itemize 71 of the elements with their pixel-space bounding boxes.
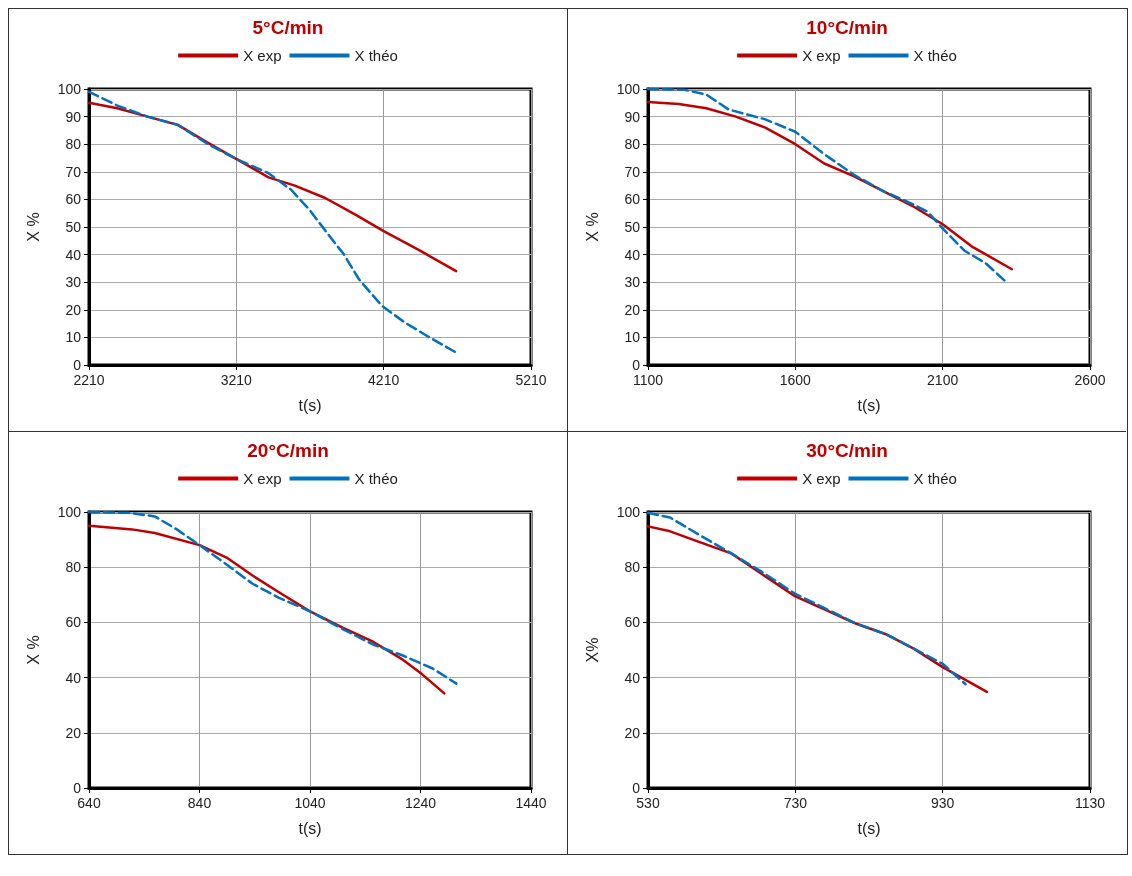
x-tick-label: 1130 bbox=[1074, 795, 1106, 811]
y-axis-title: X % bbox=[24, 212, 42, 242]
y-tick-label: 0 bbox=[632, 357, 641, 373]
x-axis-title: t(s) bbox=[298, 819, 322, 837]
legend-label: X théo bbox=[913, 470, 957, 487]
x-tick-label: 2100 bbox=[927, 372, 959, 388]
y-tick-label: 80 bbox=[65, 136, 82, 153]
x-tick-label: 840 bbox=[187, 795, 212, 811]
y-tick-label: 90 bbox=[65, 108, 82, 125]
y-tick-label: 100 bbox=[616, 81, 641, 97]
x-axis-title: t(s) bbox=[857, 396, 881, 414]
y-tick-label: 20 bbox=[65, 301, 82, 318]
x-axis-title: t(s) bbox=[857, 819, 881, 837]
y-tick-label: 20 bbox=[624, 301, 641, 318]
x-tick-label: 530 bbox=[636, 795, 660, 811]
x-tick-label: 2600 bbox=[1074, 372, 1106, 388]
y-tick-label: 0 bbox=[73, 780, 82, 796]
y-tick-label: 40 bbox=[624, 669, 641, 686]
x-tick-label: 730 bbox=[783, 795, 808, 811]
x-tick-label: 5210 bbox=[515, 372, 547, 388]
legend-label: X théo bbox=[354, 47, 398, 64]
y-axis-title: X% bbox=[583, 637, 601, 663]
y-tick-label: 70 bbox=[65, 163, 82, 180]
legend-label: X exp bbox=[243, 47, 282, 64]
legend-label: X exp bbox=[802, 470, 841, 487]
y-tick-label: 60 bbox=[65, 614, 82, 631]
x-tick-label: 1100 bbox=[632, 372, 664, 388]
y-tick-label: 10 bbox=[624, 329, 641, 346]
y-tick-label: 10 bbox=[65, 329, 82, 346]
y-tick-label: 30 bbox=[624, 274, 641, 291]
y-tick-label: 90 bbox=[624, 108, 641, 125]
legend-label: X exp bbox=[243, 470, 282, 487]
x-tick-label: 930 bbox=[930, 795, 955, 811]
y-tick-label: 80 bbox=[624, 559, 641, 576]
x-tick-label: 1040 bbox=[294, 795, 326, 811]
y-tick-label: 30 bbox=[65, 274, 82, 291]
y-tick-label: 20 bbox=[65, 724, 82, 741]
y-tick-label: 60 bbox=[65, 191, 82, 208]
x-tick-label: 640 bbox=[77, 795, 101, 811]
y-tick-label: 80 bbox=[65, 559, 82, 576]
x-tick-label: 2210 bbox=[73, 372, 105, 388]
legend-label: X théo bbox=[913, 47, 957, 64]
y-tick-label: 60 bbox=[624, 614, 641, 631]
x-axis-title: t(s) bbox=[298, 396, 322, 414]
y-tick-label: 50 bbox=[65, 219, 82, 235]
chart-title: 5°C/min bbox=[252, 17, 324, 38]
legend-label: X théo bbox=[354, 470, 398, 487]
y-tick-label: 80 bbox=[624, 136, 641, 153]
legend-label: X exp bbox=[802, 47, 841, 64]
x-tick-label: 1240 bbox=[404, 795, 437, 811]
y-tick-label: 0 bbox=[73, 357, 82, 373]
y-tick-label: 100 bbox=[57, 81, 82, 97]
chart-title: 20°C/min bbox=[247, 440, 329, 461]
y-tick-label: 40 bbox=[624, 246, 641, 263]
x-tick-label: 1440 bbox=[515, 795, 547, 811]
y-tick-label: 0 bbox=[632, 780, 641, 796]
y-tick-label: 50 bbox=[624, 219, 641, 235]
y-axis-title: X % bbox=[583, 212, 601, 242]
y-tick-label: 70 bbox=[624, 163, 641, 180]
y-tick-label: 60 bbox=[624, 191, 641, 208]
y-tick-label: 20 bbox=[624, 724, 641, 741]
x-tick-label: 4210 bbox=[368, 372, 400, 388]
y-tick-label: 40 bbox=[65, 669, 82, 686]
y-tick-label: 100 bbox=[57, 504, 82, 520]
x-tick-label: 1600 bbox=[779, 372, 812, 388]
chart-title: 10°C/min bbox=[806, 17, 888, 38]
x-tick-label: 3210 bbox=[220, 372, 253, 388]
chart-title: 30°C/min bbox=[806, 440, 888, 461]
y-tick-label: 100 bbox=[616, 504, 641, 520]
y-axis-title: X % bbox=[24, 635, 42, 665]
y-tick-label: 40 bbox=[65, 246, 82, 263]
